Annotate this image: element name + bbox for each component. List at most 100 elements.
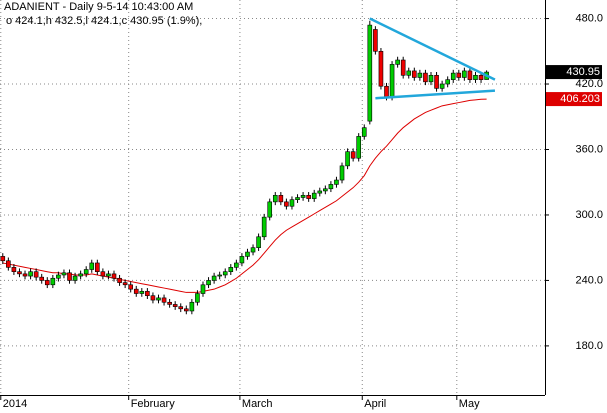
candle-body (450, 72, 456, 80)
x-tick-label: March (242, 398, 273, 410)
x-tick-label: April (364, 398, 386, 410)
last-close-label-box (546, 65, 602, 80)
trendline (375, 89, 496, 100)
candle-body (17, 271, 22, 275)
candle-body (217, 274, 222, 277)
candle-body (61, 272, 67, 276)
candle-body (245, 251, 250, 257)
candle-body (412, 70, 417, 78)
candle-body (11, 267, 17, 272)
candle-body (72, 275, 78, 281)
moving-average-label-box (546, 92, 602, 107)
candle-body (400, 59, 406, 76)
candle-body (67, 272, 72, 281)
candle-body (172, 304, 178, 307)
candle-body (373, 29, 378, 52)
moving-average-label: 406.203 (560, 93, 600, 105)
y-tick-label: 240.0 (575, 274, 603, 286)
candle-body (117, 277, 122, 283)
x-tick-label: 2014 (3, 398, 27, 410)
last-close-label: 430.95 (566, 66, 600, 78)
candle-body (44, 280, 50, 286)
candle-body (272, 195, 278, 203)
candle-body (445, 79, 450, 85)
candle-body (478, 74, 484, 80)
candle-body (234, 262, 239, 268)
candle-body (178, 306, 184, 310)
candle-body (278, 195, 284, 203)
candle-body (306, 195, 311, 199)
candle-body (28, 271, 33, 277)
candle-body (156, 297, 161, 301)
y-tick-label: 420.0 (575, 78, 603, 90)
candle-body (139, 291, 145, 294)
candle-body (161, 297, 167, 303)
candle-body (6, 260, 11, 268)
y-tick-label: 360.0 (575, 143, 603, 155)
candle-body (289, 199, 295, 207)
candle-body (122, 282, 128, 286)
candle-body (145, 291, 150, 297)
candle-body (417, 72, 423, 78)
candle-body (133, 288, 139, 294)
candle-body (189, 301, 195, 312)
candle-body (206, 280, 211, 286)
candle-body (378, 50, 384, 87)
candle-body (33, 271, 39, 278)
candle-body (256, 236, 261, 248)
candle-body (250, 247, 256, 253)
candle-body (300, 195, 306, 198)
candle-body (128, 284, 133, 290)
candle-body (106, 273, 111, 277)
candle-body (345, 151, 350, 167)
candle-body (284, 201, 289, 207)
candle-body (195, 293, 200, 303)
candle-body (367, 24, 373, 122)
candle-body (39, 276, 45, 281)
candle-body (428, 74, 434, 83)
candle-body (350, 151, 356, 159)
candle-body (200, 284, 206, 294)
candle-body (311, 192, 317, 199)
candle-body (328, 184, 334, 190)
candle-body (462, 70, 467, 78)
candle-body (211, 275, 217, 281)
candle-body (228, 267, 234, 272)
y-tick-label: 480.0 (575, 12, 603, 24)
candle-body (239, 256, 245, 264)
candle-body (50, 277, 56, 286)
candle-body (406, 70, 412, 76)
moving-average-line (2, 98, 487, 293)
candle-body (295, 197, 300, 200)
candle-body (222, 271, 228, 276)
candle-body (261, 216, 267, 238)
candle-body (0, 256, 6, 262)
candle-body (389, 64, 395, 98)
candle-body (434, 74, 439, 89)
candle-body (100, 271, 106, 277)
x-tick-label: May (459, 398, 480, 410)
candle-body (384, 85, 389, 98)
candle-body (111, 273, 117, 279)
y-tick-label: 300.0 (575, 209, 603, 221)
candle-body (22, 273, 28, 277)
candle-body (334, 179, 339, 185)
trendline (369, 17, 496, 81)
candle-body (467, 70, 473, 80)
candle-body (56, 274, 61, 279)
candle-body (323, 188, 328, 192)
candle-body (89, 262, 95, 270)
candle-body (395, 59, 400, 65)
candle-body (439, 83, 445, 89)
candle-body (184, 308, 189, 312)
candle-body (78, 273, 83, 277)
ohlc-readout: o 424.1,h 432.5,l 424.1,c 430.95 (1.9%), (6, 15, 202, 27)
candle-body (95, 262, 100, 272)
y-tick-label: 180.0 (575, 340, 603, 352)
candle-body (456, 72, 462, 78)
candle-body (356, 136, 361, 159)
chart-title: ADANIENT - Daily 9-5-14 10:43:00 AM (4, 1, 193, 13)
candle-body (83, 269, 89, 275)
